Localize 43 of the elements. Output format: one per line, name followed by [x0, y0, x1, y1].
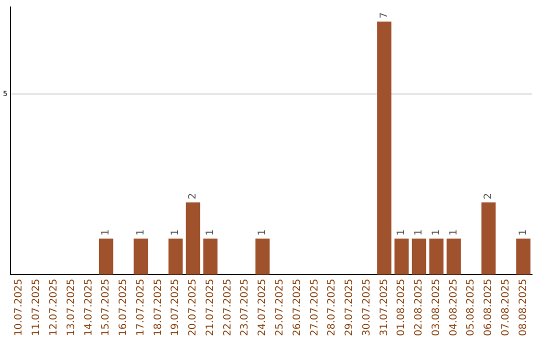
x-tick-label: 15.07.2025	[100, 278, 112, 336]
x-tick-label: 11.07.2025	[31, 278, 42, 336]
data-label: 7	[378, 12, 390, 19]
data-label: 1	[204, 229, 216, 236]
data-label: 1	[518, 229, 529, 236]
x-tick-label: 19.07.2025	[170, 278, 182, 336]
data-label: 1	[396, 229, 408, 236]
x-tick-label: 07.08.2025	[500, 278, 512, 336]
x-tick-label: 12.07.2025	[48, 278, 60, 336]
x-tick-label: 18.07.2025	[152, 278, 164, 336]
data-label: 1	[448, 229, 460, 236]
x-tick-label: 30.07.2025	[361, 278, 372, 336]
x-tick-label: 24.07.2025	[257, 278, 268, 336]
x-tick-label: 23.07.2025	[240, 278, 251, 336]
data-label: 2	[483, 193, 494, 200]
x-tick-label: 01.08.2025	[396, 278, 408, 336]
data-label: 1	[100, 229, 112, 236]
x-tick-label: 17.07.2025	[135, 278, 146, 336]
data-label: 1	[414, 229, 425, 236]
x-tick-label: 16.07.2025	[118, 278, 130, 336]
x-tick-label: 31.07.2025	[378, 278, 390, 336]
x-tick-label: 22.07.2025	[222, 278, 234, 336]
x-tick-label: 29.07.2025	[344, 278, 356, 336]
x-tick-label: 10.07.2025	[14, 278, 25, 336]
x-tick-label: 21.07.2025	[204, 278, 216, 336]
x-tick-label: 05.08.2025	[466, 278, 477, 336]
x-tick-label: 25.07.2025	[274, 278, 286, 336]
x-tick-label: 13.07.2025	[66, 278, 77, 336]
data-label: 2	[188, 193, 199, 200]
x-tick-label: 03.08.2025	[430, 278, 442, 336]
x-tick-label: 26.07.2025	[292, 278, 303, 336]
x-tick-label: 14.07.2025	[83, 278, 94, 336]
data-label: 1	[257, 229, 268, 236]
data-label: 1	[170, 229, 182, 236]
x-tick-label: 28.07.2025	[326, 278, 338, 336]
data-label: 1	[135, 229, 146, 236]
x-tick-label: 02.08.2025	[414, 278, 425, 336]
x-tick-label: 06.08.2025	[483, 278, 494, 336]
data-label: 1	[430, 229, 442, 236]
x-tick-label: 27.07.2025	[309, 278, 320, 336]
x-tick-label: 20.07.2025	[188, 278, 199, 336]
x-tick-label: 08.08.2025	[518, 278, 529, 336]
x-tick-label: 04.08.2025	[448, 278, 460, 336]
